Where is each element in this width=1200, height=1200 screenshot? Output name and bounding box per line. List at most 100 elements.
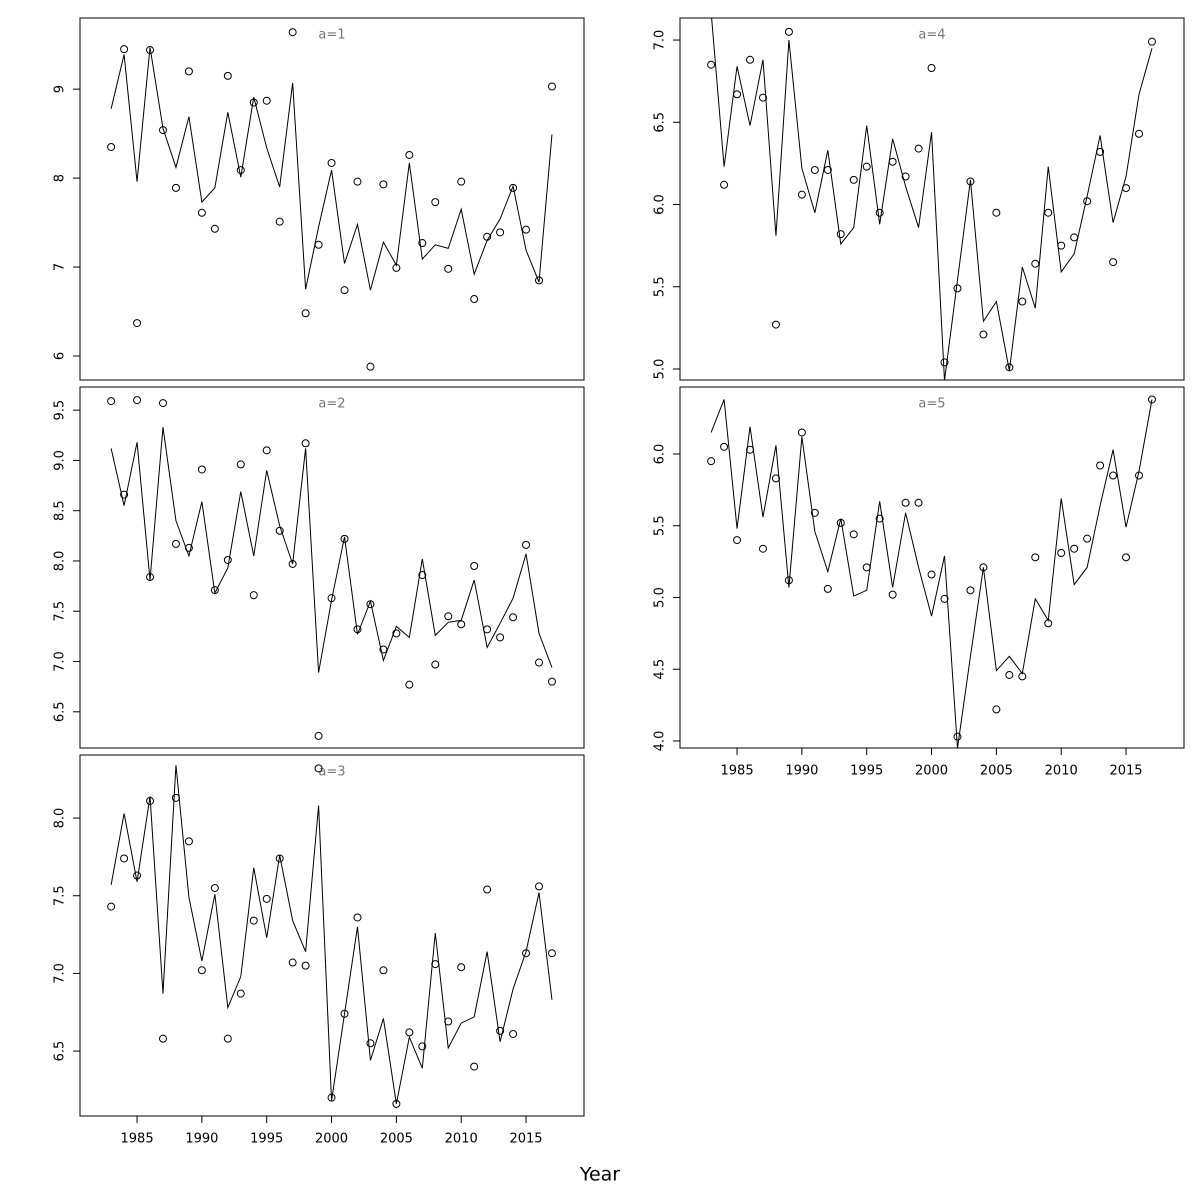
data-point bbox=[379, 966, 388, 975]
data-point bbox=[210, 883, 219, 892]
data-point bbox=[496, 633, 505, 642]
data-point bbox=[823, 584, 832, 593]
data-point bbox=[418, 1042, 427, 1051]
data-point bbox=[547, 677, 556, 686]
data-point bbox=[901, 172, 910, 181]
plot-frame bbox=[79, 17, 585, 381]
data-point bbox=[875, 514, 884, 523]
y-tick-label: 8.5 bbox=[53, 500, 68, 521]
data-point bbox=[120, 45, 129, 54]
data-point bbox=[146, 573, 155, 582]
data-point bbox=[1109, 471, 1118, 480]
data-point bbox=[509, 183, 518, 192]
data-point bbox=[496, 228, 505, 237]
data-point bbox=[810, 508, 819, 517]
data-point bbox=[720, 180, 729, 189]
data-point bbox=[210, 224, 219, 233]
plot-frame bbox=[79, 754, 585, 1117]
data-point bbox=[171, 539, 180, 548]
x-tick-label: 2000 bbox=[915, 764, 948, 779]
data-point bbox=[720, 442, 729, 451]
x-tick-label: 2015 bbox=[1109, 764, 1142, 779]
panel-title: a=4 bbox=[918, 28, 945, 43]
data-point bbox=[444, 1017, 453, 1026]
y-tick-label: 7.0 bbox=[653, 30, 668, 51]
data-point bbox=[1083, 197, 1092, 206]
data-point bbox=[340, 1009, 349, 1018]
y-tick-label: 9.5 bbox=[53, 400, 68, 421]
data-point bbox=[547, 949, 556, 958]
y-tick-label: 5.0 bbox=[653, 587, 668, 608]
data-point bbox=[301, 961, 310, 970]
plot-frame bbox=[679, 17, 1185, 381]
panel: a=2 6.5 7.0 7.5 8.0 8.5 9.0 9.5 bbox=[53, 386, 585, 749]
data-point bbox=[444, 612, 453, 621]
y-tick-label: 8.0 bbox=[53, 808, 68, 829]
x-tick-label: 2000 bbox=[315, 1132, 348, 1147]
data-point bbox=[1083, 534, 1092, 543]
data-point bbox=[133, 319, 142, 328]
data-point bbox=[366, 362, 375, 371]
data-point bbox=[457, 620, 466, 629]
data-point bbox=[301, 309, 310, 318]
x-tick-label: 2010 bbox=[445, 1132, 478, 1147]
data-point bbox=[1147, 37, 1156, 46]
data-point bbox=[1135, 129, 1144, 138]
data-point bbox=[470, 561, 479, 570]
data-point bbox=[107, 902, 116, 911]
data-point bbox=[1122, 553, 1131, 562]
y-tick-label: 5.5 bbox=[653, 276, 668, 297]
data-point bbox=[862, 162, 871, 171]
y-tick-label: 4.5 bbox=[653, 659, 668, 680]
data-point bbox=[522, 540, 531, 549]
data-point bbox=[914, 498, 923, 507]
data-point bbox=[197, 966, 206, 975]
panel: a=4 5.0 5.5 6.0 6.5 7.0 bbox=[653, 17, 1185, 381]
panel: a=1 6 7 8 9 bbox=[53, 17, 585, 381]
fitted-line bbox=[711, 18, 1153, 380]
data-point bbox=[1044, 208, 1053, 217]
x-axis-label: Year bbox=[579, 1164, 620, 1186]
data-point bbox=[120, 854, 129, 863]
data-point bbox=[992, 208, 1001, 217]
y-tick-label: 4.0 bbox=[653, 731, 668, 752]
data-point bbox=[120, 490, 129, 499]
x-tick-label: 1995 bbox=[850, 764, 883, 779]
x-tick-label: 1985 bbox=[121, 1132, 154, 1147]
data-point bbox=[522, 225, 531, 234]
data-point bbox=[262, 446, 271, 455]
data-point bbox=[862, 563, 871, 572]
data-point bbox=[146, 46, 155, 55]
data-point bbox=[184, 543, 193, 552]
data-point bbox=[275, 217, 284, 226]
y-tick-label: 6.5 bbox=[653, 112, 668, 133]
data-point bbox=[405, 680, 414, 689]
data-point bbox=[107, 142, 116, 151]
data-point bbox=[197, 465, 206, 474]
data-point bbox=[927, 570, 936, 579]
data-point bbox=[301, 439, 310, 448]
data-point bbox=[314, 731, 323, 740]
data-point bbox=[249, 591, 258, 600]
data-point bbox=[249, 916, 258, 925]
data-point bbox=[888, 157, 897, 166]
data-point bbox=[1070, 544, 1079, 553]
data-point bbox=[366, 1039, 375, 1048]
data-point bbox=[875, 208, 884, 217]
fitted-line bbox=[110, 427, 553, 673]
data-point bbox=[823, 165, 832, 174]
data-point bbox=[379, 645, 388, 654]
data-point bbox=[405, 1028, 414, 1037]
data-point bbox=[797, 190, 806, 199]
data-point bbox=[1070, 233, 1079, 242]
data-point bbox=[158, 1034, 167, 1043]
data-point bbox=[547, 82, 556, 91]
y-tick-label: 6 bbox=[53, 352, 68, 360]
data-point bbox=[509, 1029, 518, 1038]
data-point bbox=[483, 885, 492, 894]
data-point bbox=[431, 198, 440, 207]
data-point bbox=[340, 534, 349, 543]
y-tick-label: 9.0 bbox=[53, 450, 68, 471]
data-point bbox=[1005, 363, 1014, 372]
data-point bbox=[158, 399, 167, 408]
